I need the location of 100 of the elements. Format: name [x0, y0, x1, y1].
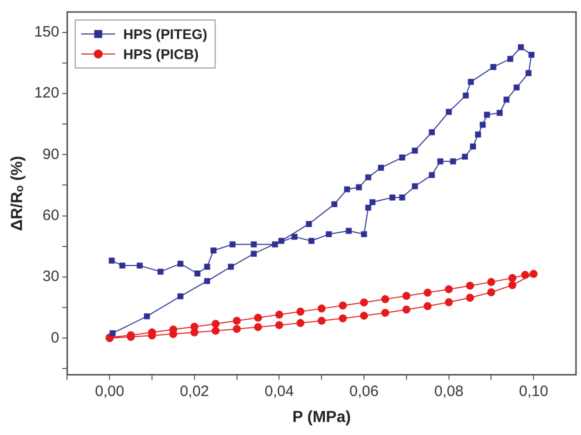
- x-tick-label: 0,04: [264, 382, 294, 400]
- point: [338, 314, 347, 322]
- point: [444, 285, 453, 294]
- point: [480, 122, 486, 128]
- point: [346, 228, 352, 234]
- point: [424, 288, 432, 297]
- point: [484, 112, 490, 118]
- y-tick-label: 0: [50, 329, 60, 346]
- point: [424, 302, 432, 310]
- point: [232, 324, 241, 333]
- point: [466, 294, 474, 302]
- point: [462, 92, 469, 99]
- point: [446, 108, 452, 115]
- point: [399, 154, 406, 161]
- point: [228, 264, 234, 270]
- point: [144, 313, 150, 320]
- point: [437, 158, 444, 164]
- point: [428, 172, 435, 178]
- y-tick-label: 120: [34, 84, 60, 102]
- point: [254, 314, 262, 322]
- point: [462, 154, 468, 160]
- legend-label: HPS (PITEG): [123, 26, 208, 42]
- point: [318, 304, 326, 313]
- point: [468, 78, 474, 85]
- point: [466, 282, 474, 290]
- x-axis-title: P (MPa): [292, 408, 351, 426]
- x-tick-label: 0,10: [519, 382, 548, 400]
- point: [496, 110, 503, 116]
- point: [365, 174, 372, 180]
- point: [232, 316, 241, 325]
- point: [344, 186, 350, 192]
- point: [306, 221, 312, 227]
- y-axis-title: ΔR/Rₒ (%): [9, 156, 26, 231]
- point: [378, 164, 384, 171]
- point: [296, 319, 304, 328]
- point: [254, 323, 262, 332]
- point: [402, 292, 410, 300]
- point: [399, 194, 406, 200]
- point: [444, 298, 453, 306]
- point: [250, 241, 257, 248]
- point: [514, 84, 520, 90]
- x-tick-label: 0,00: [95, 382, 124, 400]
- point: [318, 316, 326, 325]
- point: [530, 270, 538, 278]
- point: [412, 148, 418, 154]
- point: [402, 306, 410, 314]
- point: [360, 312, 368, 320]
- point: [526, 70, 532, 76]
- point: [412, 183, 418, 190]
- point: [370, 199, 376, 206]
- point: [361, 231, 367, 238]
- x-tick-label: 0,02: [180, 382, 210, 400]
- point: [212, 320, 220, 328]
- point: [108, 258, 115, 264]
- point: [389, 194, 396, 200]
- point: [326, 231, 332, 238]
- point: [428, 129, 435, 136]
- point: [119, 262, 126, 269]
- point: [177, 260, 184, 267]
- point: [177, 293, 184, 300]
- point: [356, 184, 362, 190]
- point: [518, 44, 524, 50]
- x-tick-label: 0,08: [434, 382, 464, 400]
- point: [292, 234, 298, 240]
- point: [528, 52, 534, 58]
- point: [204, 264, 210, 270]
- point: [230, 241, 236, 248]
- point: [487, 278, 496, 286]
- point: [250, 250, 257, 257]
- point: [450, 158, 456, 164]
- point: [275, 310, 284, 319]
- point: [490, 64, 496, 70]
- point: [365, 204, 372, 211]
- point: [508, 281, 516, 290]
- point: [204, 278, 210, 284]
- point: [278, 238, 284, 244]
- point: [360, 298, 368, 306]
- point: [338, 302, 347, 310]
- point: [507, 56, 514, 62]
- point: [470, 144, 476, 150]
- point: [521, 270, 530, 279]
- point: [158, 268, 164, 275]
- point: [136, 262, 143, 269]
- x-tick-label: 0,06: [349, 382, 379, 400]
- y-tick-label: 60: [42, 206, 60, 224]
- y-tick-label: 150: [34, 24, 60, 41]
- y-tick-label: 30: [42, 268, 60, 286]
- point: [110, 330, 116, 336]
- point: [275, 321, 284, 330]
- point: [190, 322, 198, 331]
- point: [296, 308, 304, 316]
- point: [308, 238, 314, 244]
- legend-label: HPS (PICB): [123, 46, 199, 62]
- point: [194, 270, 200, 276]
- point: [503, 96, 510, 103]
- point: [381, 295, 390, 304]
- y-tick-label: 90: [42, 146, 60, 163]
- point: [210, 247, 216, 254]
- point: [475, 132, 482, 138]
- point: [212, 326, 220, 335]
